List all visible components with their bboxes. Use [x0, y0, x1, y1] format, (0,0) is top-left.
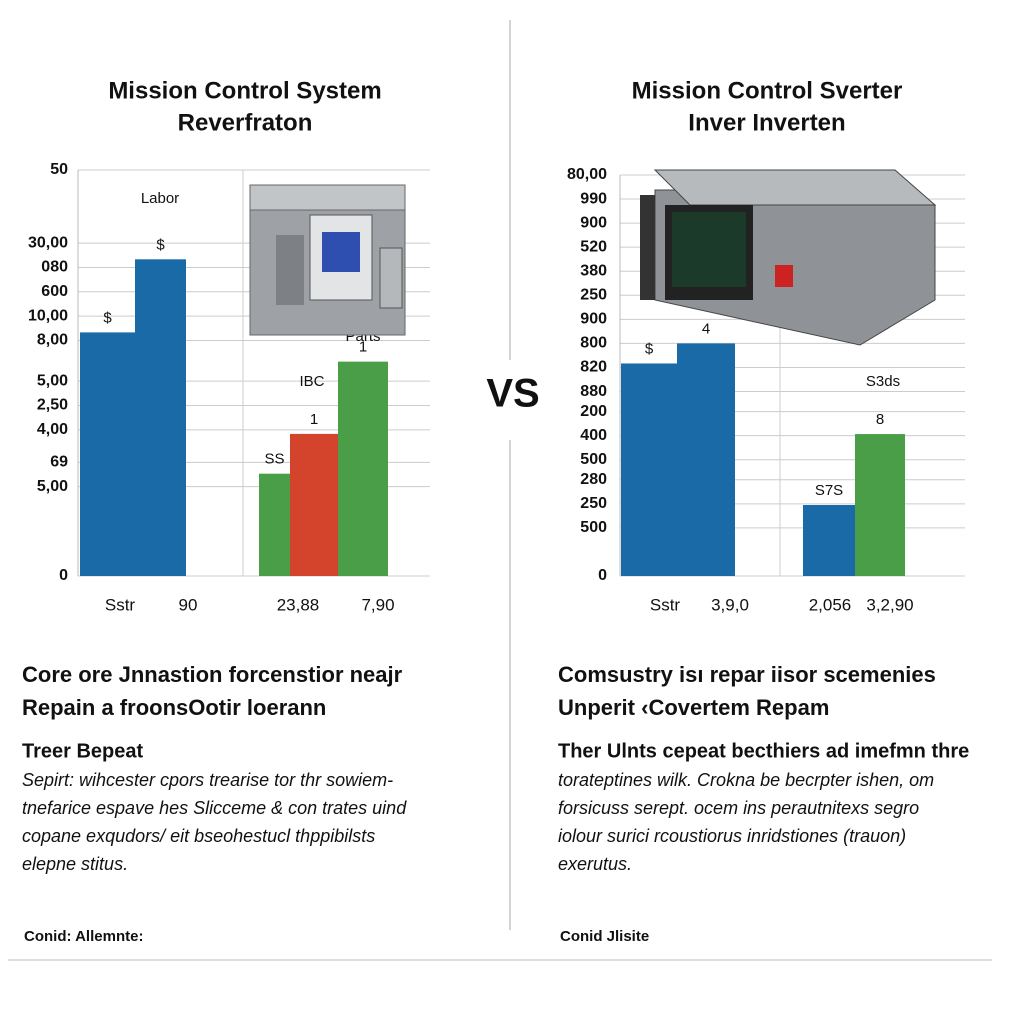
y-tick-label: 400 [580, 427, 607, 444]
y-tick-label: 2,50 [37, 397, 68, 414]
y-tick-label: 900 [580, 214, 607, 231]
y-tick-label: 500 [580, 519, 607, 536]
panel-heading: Repain a froonsOotir loerann [22, 695, 326, 720]
x-tick-label: 23,88 [277, 595, 320, 614]
y-tick-label: 500 [580, 451, 607, 468]
x-tick-label: Sstr [105, 595, 136, 614]
bar [135, 259, 186, 576]
x-tick-label: 3,9,0 [711, 595, 749, 614]
bar [677, 343, 735, 576]
y-tick-label: 900 [580, 311, 607, 328]
bar-label: S7S [815, 482, 843, 499]
y-tick-label: 280 [580, 471, 607, 488]
y-tick-label: 200 [580, 403, 607, 420]
chart-title: Mission Control System [108, 77, 381, 104]
panel-heading: Comsustry isı repar iisor scemenies [558, 662, 936, 687]
y-tick-label: 5,00 [37, 372, 68, 389]
bar-label: SS [264, 451, 284, 468]
bar [259, 473, 290, 576]
panel-subheading: Ther Ulnts cepeat becthiers ad imefmn th… [558, 740, 969, 762]
panel-subheading: Treer Bepeat [22, 740, 144, 762]
panel-body: copane exqudors/ eit bseohestucl thppibi… [22, 826, 375, 846]
bar [855, 434, 905, 576]
bar [338, 361, 388, 576]
panel-heading: Unperit ‹Covertem Repam [558, 695, 829, 720]
y-tick-label: 69 [50, 454, 68, 471]
y-tick-label: 820 [580, 359, 607, 376]
chart-title: Mission Control Sverter [632, 77, 903, 104]
panel-body: tnefarice espave hes Slicceme & con trat… [22, 798, 407, 818]
y-tick-label: 5,00 [37, 478, 68, 495]
bar-label: $ [645, 340, 654, 357]
panel-body: exerutus. [558, 854, 632, 874]
chart-subtitle: Inver Inverten [688, 109, 845, 136]
panel-body: forsicuss serept. ocem ins perautnitexs … [558, 798, 919, 818]
bar-label: $ [103, 309, 112, 326]
y-tick-label: 8,00 [37, 332, 68, 349]
x-tick-label: 90 [179, 595, 198, 614]
panel-body: torateptines wilk. Crokna be becrpter is… [558, 770, 934, 790]
panel-body: Sepirt: wihcester cpors trearise tor thr… [22, 770, 393, 790]
y-tick-label: 600 [41, 283, 68, 300]
y-tick-label: 0 [59, 567, 68, 584]
vs-label: VS [486, 372, 539, 416]
x-tick-label: 7,90 [361, 595, 394, 614]
panel-footer: Conid: Allemnte: [24, 928, 143, 945]
y-tick-label: 10,00 [28, 307, 68, 324]
bar [621, 363, 677, 576]
panel-body: iolour surici rcoustiorus inridstiones (… [558, 826, 906, 846]
bar [290, 433, 338, 576]
y-tick-label: 80,00 [567, 166, 607, 183]
annotation: S3ds [866, 373, 900, 390]
y-tick-label: 380 [580, 262, 607, 279]
bar-label: 1 [310, 411, 318, 428]
y-tick-label: 250 [580, 495, 607, 512]
panel-body: elepne stitus. [22, 854, 128, 874]
y-tick-label: 080 [41, 259, 68, 276]
y-tick-label: 800 [580, 335, 607, 352]
annotation: IBC [299, 373, 324, 390]
x-tick-label: 3,2,90 [866, 595, 913, 614]
bar-label: 1 [359, 339, 367, 356]
bar [803, 505, 855, 576]
bar-label: 4 [702, 320, 710, 337]
x-tick-label: Sstr [650, 595, 681, 614]
y-tick-label: 990 [580, 190, 607, 207]
y-tick-label: 520 [580, 238, 607, 255]
y-tick-label: 50 [50, 161, 68, 178]
y-tick-label: 0 [598, 567, 607, 584]
bar-label: $ [156, 236, 165, 253]
device-right [640, 169, 937, 346]
y-tick-label: 880 [580, 383, 607, 400]
bar-label: 8 [876, 411, 884, 428]
y-tick-label: 250 [580, 287, 607, 304]
panel-footer: Conid Jlisite [560, 928, 649, 945]
x-tick-label: 2,056 [809, 595, 852, 614]
y-tick-label: 30,00 [28, 234, 68, 251]
y-tick-label: 4,00 [37, 421, 68, 438]
bar [80, 332, 135, 576]
panel-heading: Core ore Jnnastion forcenstior neajr [22, 662, 403, 687]
device-left [249, 184, 406, 336]
annotation: Labor [141, 190, 179, 207]
chart-subtitle: Reverfraton [178, 109, 313, 136]
